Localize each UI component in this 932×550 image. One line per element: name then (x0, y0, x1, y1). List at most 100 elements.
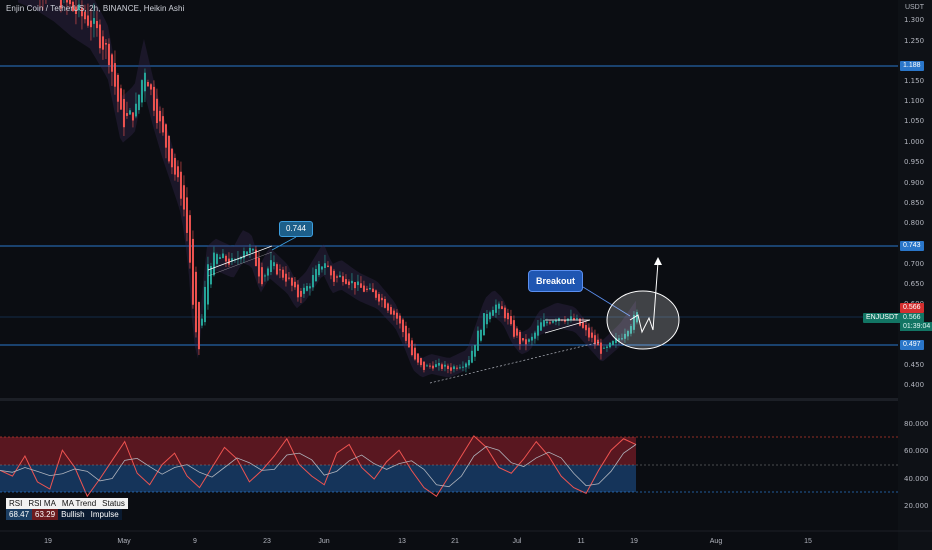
price-tick: 0.900 (904, 179, 925, 187)
candle-body (116, 74, 119, 102)
candle-body (278, 269, 281, 271)
price-tick: 0.700 (904, 260, 925, 268)
status-value: Impulse (87, 509, 122, 520)
currency-label: USDT (904, 4, 924, 11)
candle-body (251, 248, 254, 251)
candle-body (569, 316, 572, 320)
candle-body (179, 171, 182, 199)
candle-body (503, 307, 506, 319)
wedge-trendline-bottom[interactable] (207, 251, 273, 277)
candle-body (71, 1, 74, 12)
candle-body (410, 340, 413, 356)
rsi-tick: 20.000 (904, 502, 929, 510)
candle-body (407, 333, 410, 348)
rsi-line (0, 435, 637, 498)
price-callout[interactable]: 0.744 (279, 221, 313, 237)
candle-body (452, 366, 455, 370)
candle-body (371, 288, 374, 293)
candle-body (491, 309, 494, 316)
candle-body (533, 332, 536, 339)
candle-body (626, 331, 629, 337)
candle-body (317, 264, 320, 276)
breakout-pointer (582, 286, 631, 317)
candle-body (440, 364, 443, 369)
wedge-trendline-top[interactable] (207, 245, 273, 271)
level-tag-mid[interactable]: 0.743 (900, 241, 924, 251)
callout-pointer-744 (271, 236, 297, 251)
candle-body (479, 329, 482, 341)
time-tick: Aug (709, 538, 723, 545)
candle-body (389, 307, 392, 315)
level-tag-lower[interactable]: 0.497 (900, 340, 924, 350)
candle-body (194, 271, 197, 333)
current-price-red-tag: 0.566 (900, 303, 924, 313)
rsi-pane[interactable] (0, 435, 637, 498)
time-tick: 23 (263, 538, 271, 545)
candle-body (485, 314, 488, 325)
breakout-label[interactable]: Breakout (528, 270, 583, 292)
candle-body (272, 262, 275, 267)
candle-body (197, 302, 200, 350)
candle-body (164, 124, 167, 148)
candle-body (356, 281, 359, 286)
candle-body (392, 310, 395, 315)
candle-body (320, 266, 323, 270)
candle-body (101, 36, 104, 50)
candle-body (563, 319, 566, 322)
price-tick: 0.400 (904, 381, 925, 389)
candle-body (515, 328, 518, 336)
candle-body (95, 20, 98, 29)
price-tick: 1.300 (904, 16, 925, 24)
price-tick: 0.650 (904, 280, 925, 288)
candle-body (284, 273, 287, 282)
candle-body (620, 338, 623, 340)
candle-body (530, 336, 533, 341)
candle-body (146, 82, 149, 87)
candle-body (527, 339, 530, 342)
candle-body (437, 362, 440, 366)
candle-body (80, 7, 83, 17)
candle-body (599, 342, 602, 354)
candle-body (185, 197, 188, 233)
breakout-circle[interactable] (606, 290, 680, 350)
level-tag-upper[interactable]: 1.188 (900, 61, 924, 71)
rsi-value: 68.47 (6, 509, 33, 520)
symbol-title[interactable]: Enjin Coin / TetherUS, 2h, BINANCE, Heik… (6, 4, 185, 13)
price-tick: 1.150 (904, 77, 925, 85)
candle-body (299, 290, 302, 297)
candle-body (404, 325, 407, 341)
candle-body (215, 254, 218, 264)
candle-body (518, 332, 521, 345)
time-tick: 11 (577, 538, 585, 545)
candle-body (332, 270, 335, 282)
candle-body (446, 365, 449, 369)
candle-body (281, 269, 284, 278)
candle-body (473, 344, 476, 357)
candle-body (413, 347, 416, 360)
price-tick: 1.000 (904, 138, 925, 146)
candle-body (353, 282, 356, 289)
candle-body (338, 275, 341, 278)
candle-body (188, 215, 191, 263)
flag-trendline-bottom[interactable] (544, 319, 591, 334)
rsi-status-table: RSI RSI MA MA Trend Status 68.47 63.29 B… (6, 498, 128, 520)
candle-body (98, 24, 101, 49)
candle-body (119, 88, 122, 110)
candle-body (512, 320, 515, 337)
candle-body (155, 98, 158, 124)
projection-arrow[interactable] (629, 261, 659, 334)
candle-body (347, 281, 350, 285)
support-trendline[interactable] (429, 341, 601, 384)
candle-body (290, 277, 293, 286)
candle-body (122, 98, 125, 128)
candle-body (209, 266, 212, 285)
candle-body (227, 258, 230, 265)
candle-body (107, 43, 110, 66)
candle-body (314, 269, 317, 282)
candle-body (380, 297, 383, 301)
candle-body (548, 322, 551, 324)
candle-body (302, 287, 305, 294)
candle-body (554, 320, 557, 322)
